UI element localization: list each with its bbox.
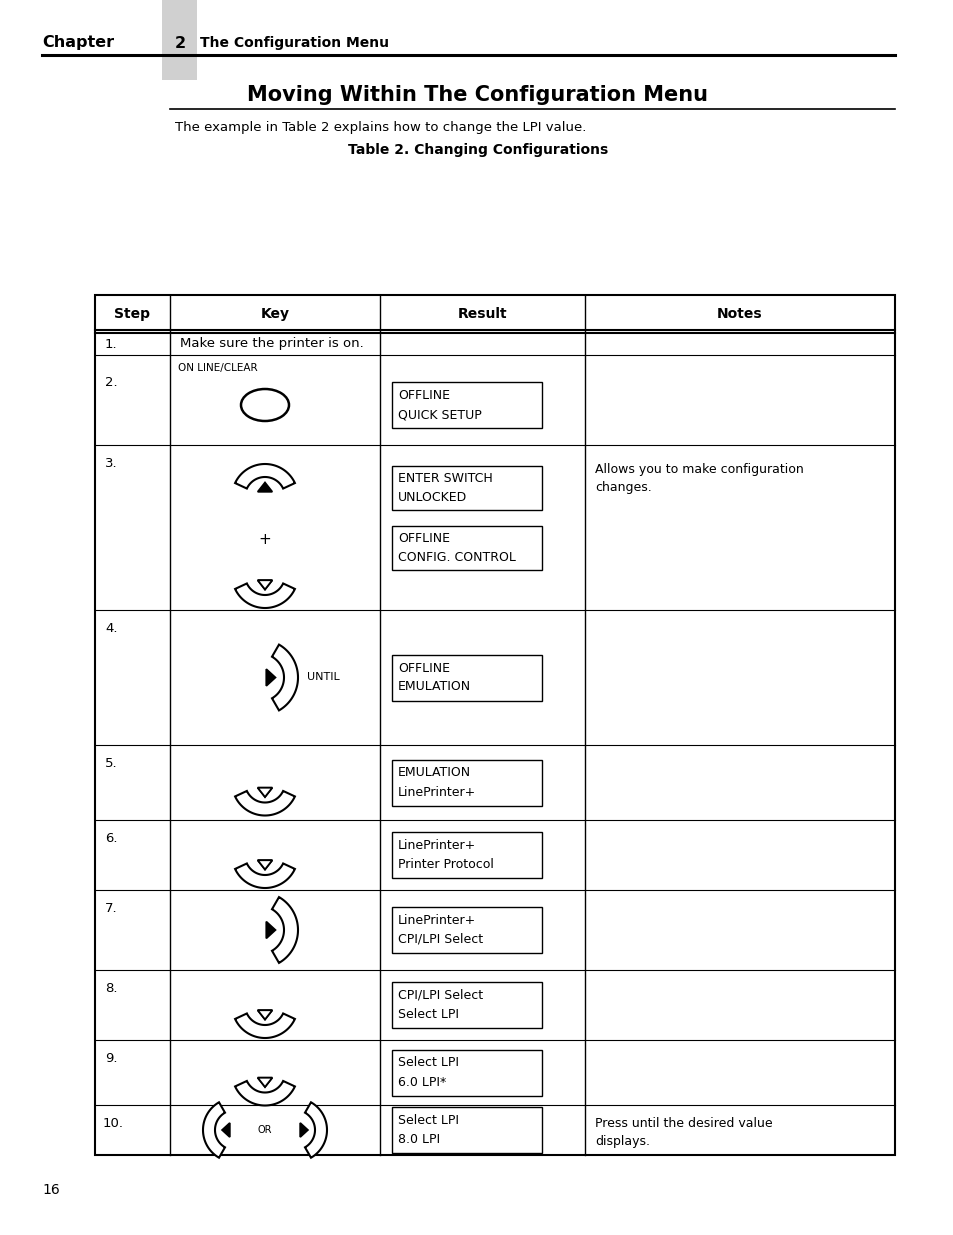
Text: 9.: 9. [105,1052,117,1065]
Text: The example in Table 2 explains how to change the LPI value.: The example in Table 2 explains how to c… [174,121,586,133]
Polygon shape [257,1010,272,1019]
Polygon shape [234,863,294,888]
Text: 7.: 7. [105,902,117,915]
Polygon shape [257,788,272,797]
Text: UNTIL: UNTIL [307,673,339,683]
Text: 16: 16 [42,1183,60,1197]
Text: Make sure the printer is on.: Make sure the printer is on. [180,337,363,351]
Text: Table 2. Changing Configurations: Table 2. Changing Configurations [348,143,607,157]
Text: 1.: 1. [105,337,117,351]
Text: Select LPI
6.0 LPI*: Select LPI 6.0 LPI* [397,1056,458,1088]
Text: LinePrinter+
CPI/LPI Select: LinePrinter+ CPI/LPI Select [397,914,482,946]
Ellipse shape [241,389,289,421]
Text: CPI/LPI Select
Select LPI: CPI/LPI Select Select LPI [397,989,482,1021]
Text: Moving Within The Configuration Menu: Moving Within The Configuration Menu [247,85,708,105]
Polygon shape [234,464,294,489]
Polygon shape [305,1103,327,1157]
Polygon shape [234,790,294,815]
Polygon shape [234,1014,294,1037]
Text: EMULATION
LinePrinter+: EMULATION LinePrinter+ [397,767,476,799]
Bar [392,1107,541,1153]
Text: 10.: 10. [103,1116,124,1130]
Text: OFFLINE
QUICK SETUP: OFFLINE QUICK SETUP [397,389,481,421]
Polygon shape [300,1123,308,1137]
Bar [392,982,541,1028]
Polygon shape [257,1010,272,1019]
Bar [392,1050,541,1095]
Text: 8.: 8. [105,982,117,995]
Text: 2.: 2. [105,375,117,389]
Text: OFFLINE
CONFIG. CONTROL: OFFLINE CONFIG. CONTROL [397,532,516,564]
Polygon shape [203,1103,225,1157]
Text: 5.: 5. [105,757,117,769]
Text: Notes: Notes [717,308,762,321]
Text: ON LINE/CLEAR: ON LINE/CLEAR [178,363,257,373]
Polygon shape [257,580,272,589]
Bar [392,906,541,953]
Text: Key: Key [260,308,289,321]
Polygon shape [257,1078,272,1087]
Text: 2: 2 [174,36,186,51]
Text: The Configuration Menu: The Configuration Menu [200,36,389,49]
Text: Select LPI
8.0 LPI: Select LPI 8.0 LPI [397,1114,458,1146]
Polygon shape [234,583,294,608]
Bar [162,0,196,80]
Bar [392,466,541,510]
Text: Step: Step [114,308,151,321]
Polygon shape [266,669,275,685]
Polygon shape [222,1123,230,1137]
Bar [392,760,541,805]
Polygon shape [266,921,275,939]
Text: LinePrinter+
Printer Protocol: LinePrinter+ Printer Protocol [397,839,494,871]
Text: Result: Result [457,308,507,321]
Text: +: + [258,531,271,547]
Polygon shape [257,788,272,797]
Text: ENTER SWITCH
UNLOCKED: ENTER SWITCH UNLOCKED [397,472,493,504]
Polygon shape [257,861,272,869]
Polygon shape [272,645,297,710]
Text: OFFLINE
EMULATION: OFFLINE EMULATION [397,662,471,694]
Text: Press until the desired value
displays.: Press until the desired value displays. [595,1116,772,1149]
Text: Chapter: Chapter [42,36,114,51]
Bar [392,382,541,429]
Polygon shape [272,897,297,963]
Bar [392,655,541,700]
Text: OR: OR [257,1125,272,1135]
Polygon shape [257,580,272,589]
Bar [392,832,541,878]
Bar [95,295,894,1155]
Text: 3.: 3. [105,457,117,471]
Polygon shape [257,1078,272,1087]
Polygon shape [234,1081,294,1105]
Bar [392,526,541,571]
Text: Allows you to make configuration
changes.: Allows you to make configuration changes… [595,463,803,494]
Polygon shape [257,483,272,492]
Text: 6.: 6. [105,832,117,845]
Polygon shape [257,861,272,869]
Text: 4.: 4. [105,622,117,635]
